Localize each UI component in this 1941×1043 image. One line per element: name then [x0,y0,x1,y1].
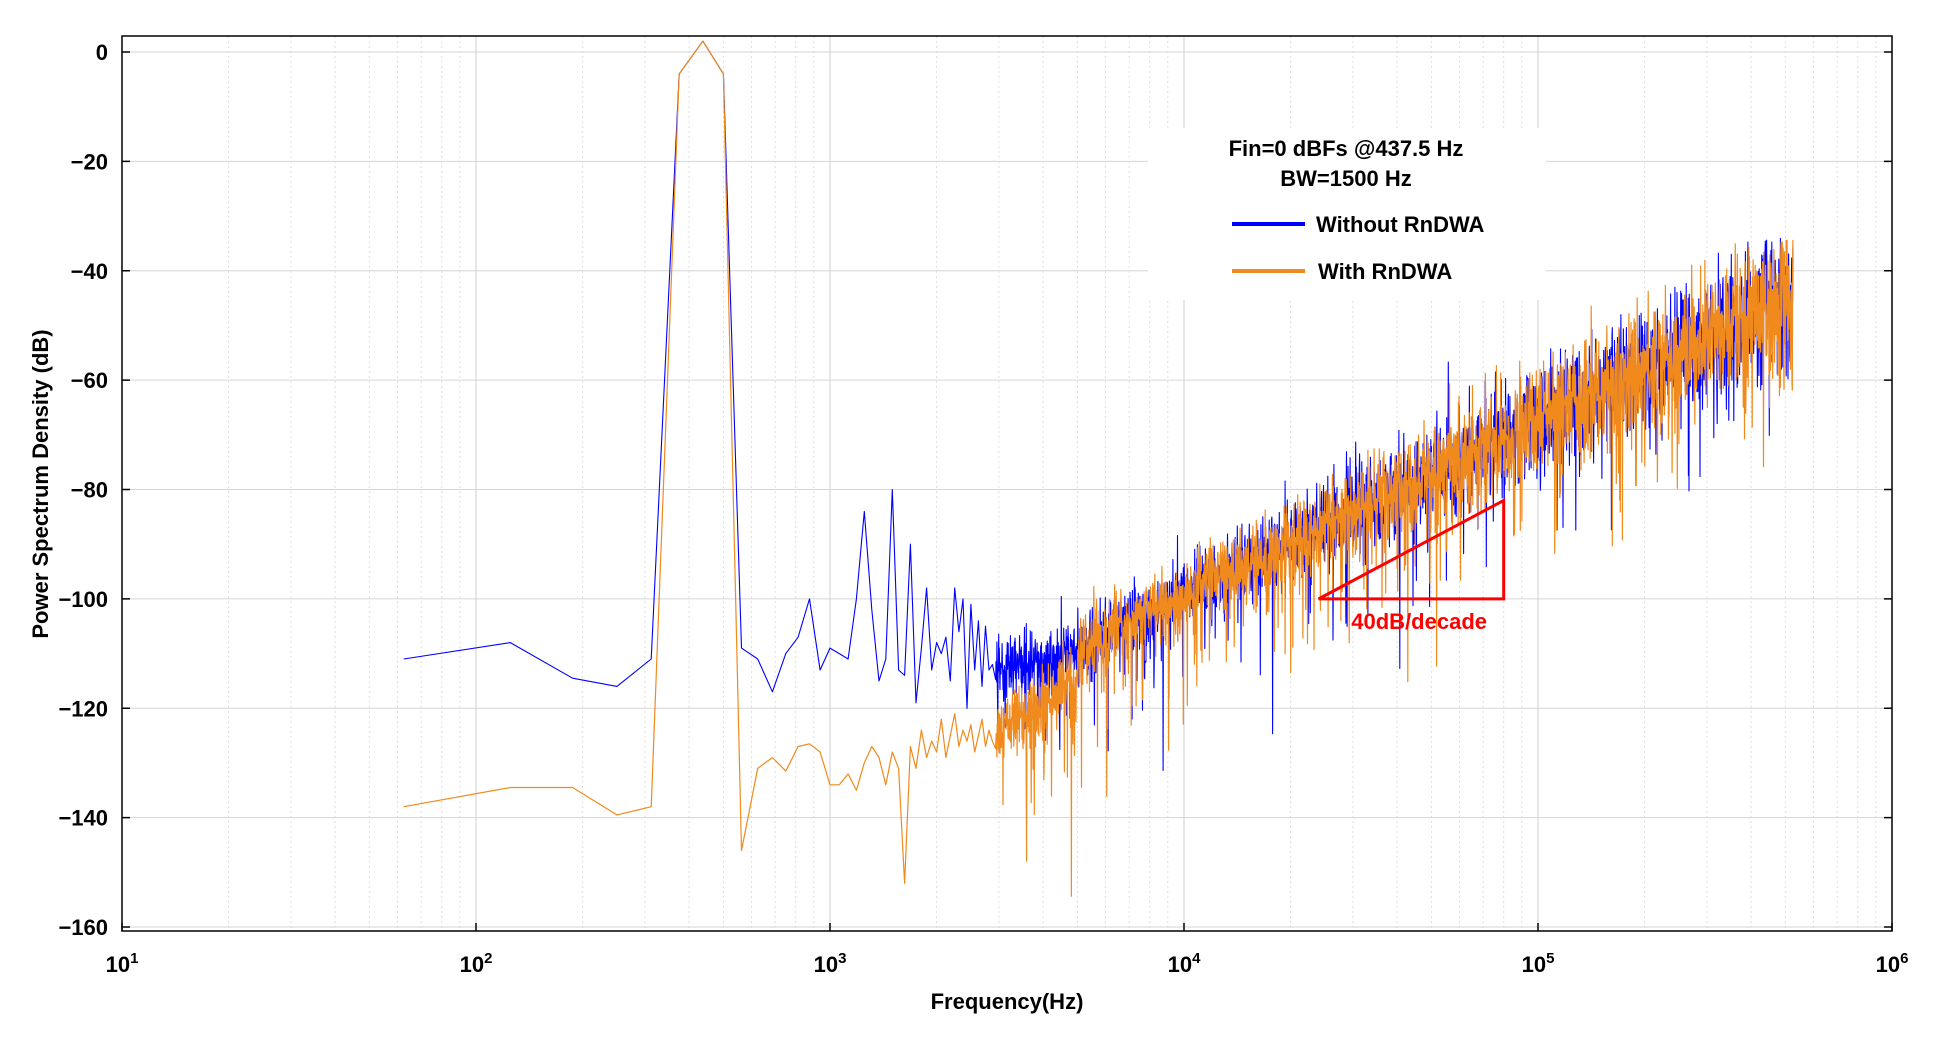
grid [122,36,1892,931]
x-tick-label: 102 [460,950,493,977]
y-tick-labels: 0 −20 −40 −60 −80 −100 −120 −140 −160 [58,40,1892,940]
legend-header-line-1: Fin=0 dBFs @437.5 Hz [1229,136,1464,161]
y-axis-title: Power Spectrum Density (dB) [28,329,53,638]
y-tick-label: −100 [58,587,108,612]
y-tick-label: −160 [58,915,108,940]
x-axis-title: Frequency(Hz) [931,989,1084,1014]
x-tick-labels: 101 102 103 104 105 106 [106,923,1909,977]
legend: Fin=0 dBFs @437.5 Hz BW=1500 Hz Without … [1148,128,1546,300]
y-tick-label: −140 [58,806,108,831]
legend-header-line-2: BW=1500 Hz [1280,166,1411,191]
series-line-with [403,40,1794,897]
x-tick-label: 101 [106,950,139,977]
slope-annotation: 40dB/decade [1317,497,1506,634]
plot-frame [121,35,1893,932]
x-tick-label: 105 [1522,950,1555,977]
legend-label-with: With RnDWA [1318,259,1452,284]
legend-box [1148,128,1546,300]
x-tick-label: 103 [814,950,847,977]
slope-triangle [1317,497,1506,601]
y-tick-label: −120 [58,696,108,721]
y-tick-label: −20 [71,149,108,174]
slope-label: 40dB/decade [1351,609,1487,634]
x-tick-label: 106 [1876,950,1909,977]
legend-label-without: Without RnDWA [1316,212,1485,237]
y-tick-label: −40 [71,259,108,284]
y-tick-label: 0 [96,40,108,65]
series-with-rndwa [403,40,1794,897]
x-tick-label: 104 [1168,950,1201,977]
y-tick-label: −60 [71,368,108,393]
y-tick-label: −80 [71,478,108,503]
plot-area [122,36,1892,931]
